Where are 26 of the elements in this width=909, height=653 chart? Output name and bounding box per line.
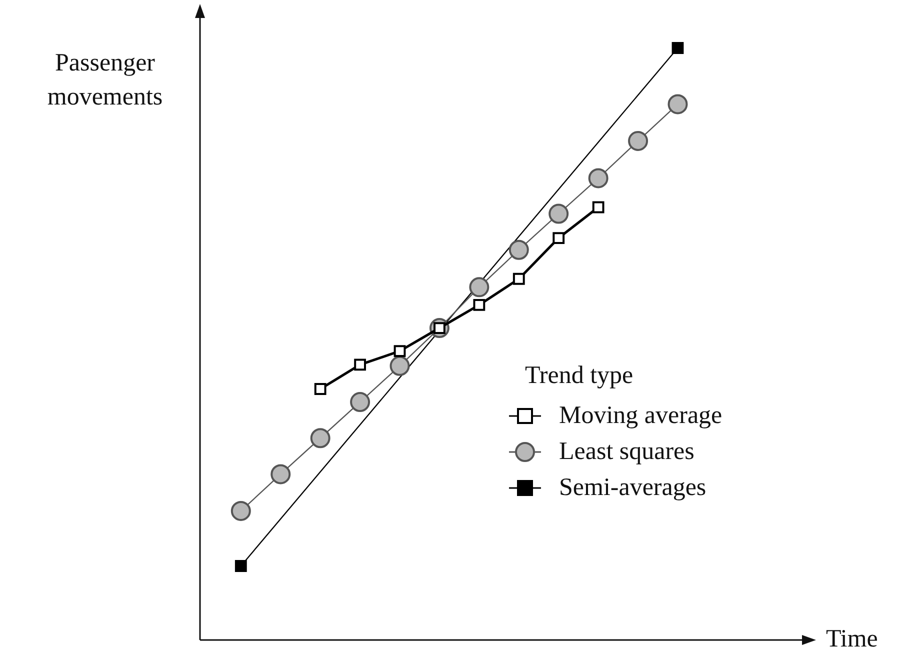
point [672,42,684,54]
point [314,383,326,395]
point [270,464,291,484]
point [668,94,688,114]
text: Time [826,626,878,653]
point [234,560,247,572]
point [512,272,525,285]
legend-label: Moving average [559,402,722,430]
point [469,277,490,298]
legend-label: Least squares [559,438,694,466]
y-axis-title: Passenger movements [47,50,163,111]
point [628,130,648,151]
point [548,204,569,224]
point [588,168,608,188]
point [592,201,604,214]
point [354,358,366,371]
point [508,240,529,260]
legend-title: Trend type [525,362,634,390]
point [310,428,330,448]
point [230,500,251,521]
point [552,232,565,244]
legend-label: Semi-averages [559,474,706,502]
point [390,356,410,376]
point [350,392,370,412]
point [473,298,486,311]
point [394,345,406,358]
